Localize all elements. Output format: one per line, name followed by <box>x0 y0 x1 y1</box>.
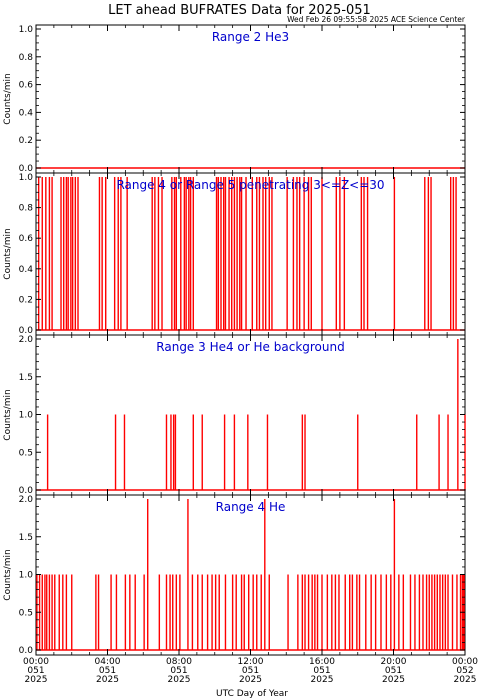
chart-panel-1: 0.0 0.2 0.4 0.6 0.8 1.0 Range 2 He3 Counts/min <box>3 24 466 174</box>
x-tick-year-label: 2025 <box>382 675 405 685</box>
y-tick-label: 1.0 <box>19 411 34 421</box>
chart-panel-3: 0.0 0.5 1.0 1.5 2.0 Range 3 He4 or He backgro… <box>3 334 466 496</box>
x-tick-label: 20:00 <box>381 657 407 667</box>
series-line <box>36 177 465 331</box>
panel-frame <box>35 334 466 496</box>
y-tick-label: 1.0 <box>19 25 34 35</box>
x-axis-label: UTC Day of Year <box>216 689 288 699</box>
x-tick-label: 12:00 <box>238 657 264 667</box>
x-tick-label: 00:00 <box>452 657 478 667</box>
y-tick-label: 0.5 <box>19 448 33 458</box>
chart-panel-2: 0.0 0.2 0.4 0.6 0.8 1.0 Range 4 or Range 5 pen… <box>3 172 466 336</box>
x-tick-label: 00:00 <box>23 657 49 667</box>
x-tick-label: 08:00 <box>166 657 192 667</box>
y-tick-label: 0.6 <box>19 81 34 91</box>
x-tick-label: 16:00 <box>309 657 335 667</box>
chart-panel-4: 0.0 0.5 1.0 1.5 2.0 Range 4 He Counts/min <box>3 494 466 656</box>
x-tick-year-label: 2025 <box>25 675 48 685</box>
y-tick-label: 0.0 <box>19 326 34 336</box>
y-tick-label: 0.0 <box>19 164 34 174</box>
y-axis-label: Counts/min <box>3 389 13 440</box>
x-tick-doy-label: 051 <box>99 666 116 676</box>
panels: 0.00.20.40.60.81.0 Range 2 He3Counts/min0… <box>3 24 466 656</box>
series-line <box>36 339 466 491</box>
x-tick-doy-label: 052 <box>456 666 473 676</box>
timestamp-label: Wed Feb 26 09:55:58 2025 ACE Science Cen… <box>287 15 466 24</box>
panel-frame <box>35 494 466 656</box>
y-tick-label: 1.5 <box>19 373 33 383</box>
y-tick-label: 0.4 <box>19 108 34 118</box>
y-tick-label: 0.4 <box>19 265 34 275</box>
y-tick-label: 0.0 <box>19 486 34 496</box>
x-tick-year-label: 2025 <box>96 675 119 685</box>
y-tick-label: 0.8 <box>19 53 34 63</box>
y-tick-label: 2.0 <box>19 495 34 505</box>
panel-frame <box>35 24 466 174</box>
y-tick-label: 0.5 <box>19 608 33 618</box>
series-line <box>36 499 465 651</box>
x-tick-year-label: 2025 <box>454 675 477 685</box>
y-tick-label: 0.2 <box>19 136 33 146</box>
x-tick-doy-label: 051 <box>27 666 44 676</box>
y-axis-label: Counts/min <box>3 549 13 600</box>
y-tick-label: 0.0 <box>19 646 34 656</box>
x-tick-year-label: 2025 <box>168 675 191 685</box>
y-axis-label: Counts/min <box>3 73 13 124</box>
panel-label: Range 4 or Range 5 penetrating 3<=Z<=30 <box>116 178 384 192</box>
y-tick-label: 0.2 <box>19 295 33 305</box>
x-tick-doy-label: 051 <box>313 666 330 676</box>
y-tick-label: 1.0 <box>19 571 34 581</box>
x-tick-year-label: 2025 <box>239 675 262 685</box>
y-tick-label: 1.0 <box>19 173 34 183</box>
x-tick-doy-label: 051 <box>385 666 402 676</box>
x-tick-year-label: 2025 <box>311 675 334 685</box>
y-axis-label: Counts/min <box>3 228 13 279</box>
x-axis: 00:00051202504:00051202508:00051202512:0… <box>23 657 478 685</box>
y-tick-label: 0.6 <box>19 234 34 244</box>
x-tick-doy-label: 051 <box>242 666 259 676</box>
y-tick-label: 2.0 <box>19 335 34 345</box>
chart-title: LET ahead BUFRATES Data for 2025-051 <box>108 3 371 18</box>
panel-label: Range 3 He4 or He background <box>156 340 344 354</box>
x-tick-label: 04:00 <box>95 657 121 667</box>
y-tick-label: 1.5 <box>19 533 33 543</box>
y-tick-label: 0.8 <box>19 204 34 214</box>
panel-label: Range 4 He <box>216 500 286 514</box>
panel-frame <box>35 172 466 336</box>
panel-label: Range 2 He3 <box>212 30 289 44</box>
x-tick-doy-label: 051 <box>170 666 187 676</box>
